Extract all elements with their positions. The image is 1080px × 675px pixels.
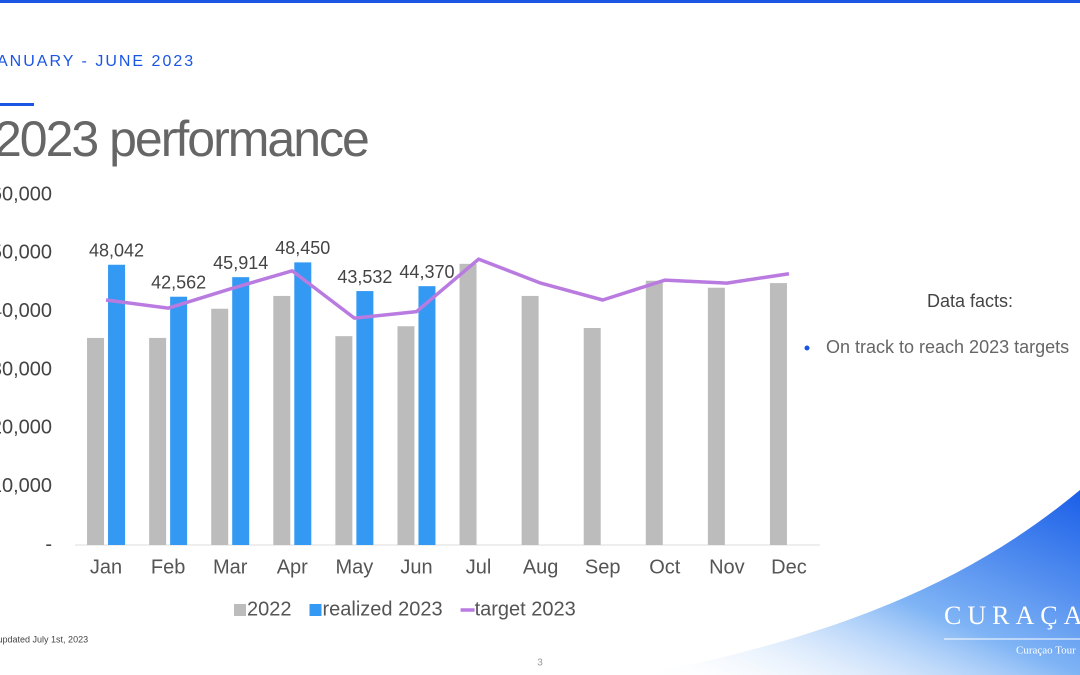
y-tick-label: 30,000	[0, 358, 52, 380]
bar	[273, 295, 291, 545]
top-bar	[0, 0, 1080, 3]
y-tick-label: 50,000	[0, 242, 52, 264]
bar	[583, 328, 601, 545]
x-tick-label: Oct	[649, 556, 681, 578]
y-tick-label: 10,000	[0, 475, 52, 497]
x-tick-label: Mar	[213, 556, 248, 578]
bar	[521, 295, 539, 545]
x-tick-label: Jun	[400, 556, 432, 578]
bar	[418, 286, 436, 545]
line	[105, 257, 790, 320]
accent-line	[0, 103, 34, 106]
x-tick-label: Jan	[90, 556, 122, 578]
bar	[87, 337, 105, 545]
x-tick-label: Sep	[585, 556, 621, 578]
x-tick-label: Nov	[709, 556, 745, 578]
data-label: 44,370	[399, 262, 454, 282]
data-label: 48,450	[275, 238, 330, 258]
data-label: 48,042	[89, 241, 144, 261]
bar	[707, 287, 725, 545]
legend-swatch	[309, 604, 322, 616]
x-tick-label: Aug	[523, 556, 559, 578]
x-tick-label: May	[335, 556, 373, 578]
y-tick-label: 20,000	[0, 417, 52, 439]
bar	[459, 263, 477, 545]
bar	[356, 291, 374, 545]
chart-title: 2023 performance	[0, 111, 368, 167]
footnote: Last updated July 1st, 2023	[0, 634, 88, 644]
logo: CURAÇA	[944, 601, 1080, 630]
logo-sub: Curaçao Tour	[1016, 645, 1076, 657]
legend-label: 2022	[247, 598, 292, 620]
fact: On track to reach 2023 targets	[826, 337, 1069, 357]
x-tick-label: Jul	[466, 556, 492, 578]
bar	[108, 264, 126, 545]
data-label: 43,532	[337, 267, 392, 287]
legend-label: target 2023	[475, 598, 576, 620]
bar	[645, 280, 663, 545]
data-label: 45,914	[213, 253, 268, 273]
bar	[149, 337, 167, 545]
subtitle: JANUARY - JUNE 2023	[0, 53, 195, 70]
bar	[232, 277, 250, 545]
bullet	[804, 345, 810, 351]
corner-decoration	[640, 490, 1080, 675]
bar	[211, 308, 229, 545]
x-tick-label: Feb	[151, 556, 185, 578]
bar	[294, 262, 312, 545]
data-label: 42,562	[151, 272, 206, 292]
legend-label: realized 2023	[323, 598, 443, 620]
bar	[397, 326, 415, 545]
y-tick-label: 60,000	[0, 183, 52, 205]
page-number: 3	[537, 658, 543, 669]
bar	[170, 296, 188, 545]
bar	[335, 336, 353, 545]
y-tick-label: -	[45, 533, 52, 555]
bar	[769, 283, 787, 545]
facts-title: Data facts:	[927, 291, 1013, 311]
x-tick-label: Apr	[277, 556, 308, 578]
legend-swatch	[234, 604, 246, 616]
y-tick-label: 40,000	[0, 300, 52, 322]
x-tick-label: Dec	[771, 556, 807, 578]
